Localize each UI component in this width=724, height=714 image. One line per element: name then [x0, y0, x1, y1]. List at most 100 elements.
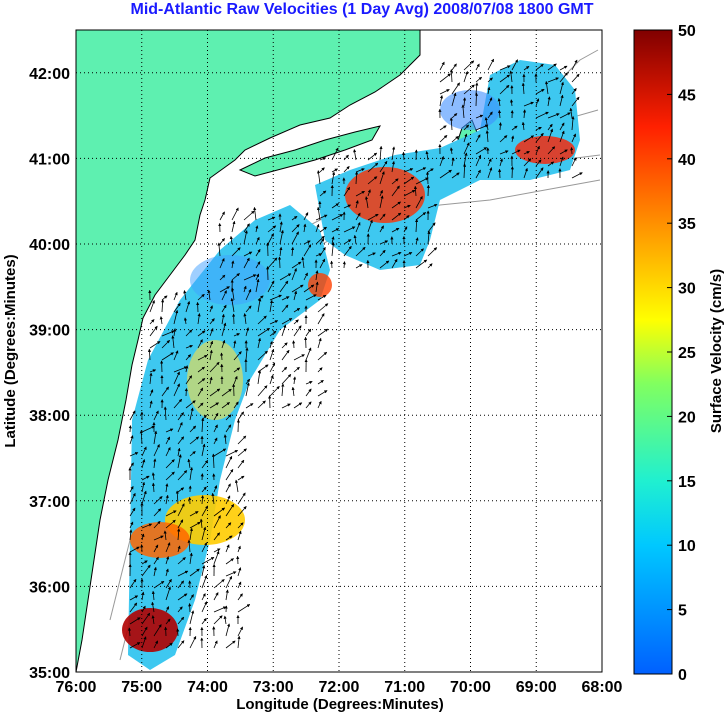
x-tick-label: 68:00 — [582, 679, 623, 696]
velocity-arrow — [165, 510, 177, 517]
velocity-arrow — [391, 227, 400, 233]
velocity-arrow — [223, 615, 227, 625]
velocity-arrow — [230, 297, 235, 313]
velocity-arrow — [173, 398, 183, 409]
velocity-arrow — [317, 390, 328, 397]
velocity-arrow — [225, 522, 232, 529]
velocity-arrow — [509, 70, 513, 83]
velocity-arrow — [487, 77, 493, 83]
velocity-arrow — [559, 149, 568, 155]
velocity-arrow — [177, 580, 185, 589]
velocity-arrow — [141, 560, 148, 565]
velocity-arrow — [213, 592, 219, 601]
velocity-arrow — [451, 63, 457, 71]
velocity-arrow — [217, 242, 221, 257]
long-island — [238, 125, 382, 177]
velocity-arrow — [509, 99, 514, 107]
velocity-arrow — [379, 160, 388, 173]
velocity-arrow — [253, 206, 257, 221]
velocity-arrow — [451, 157, 455, 167]
velocity-arrow — [177, 528, 181, 541]
velocity-arrow — [269, 299, 274, 313]
velocity-arrow — [209, 340, 214, 349]
velocity-arrow — [219, 238, 225, 245]
velocity-arrow — [279, 273, 292, 281]
velocity-arrow — [237, 459, 245, 469]
velocity-arrow — [293, 402, 303, 409]
velocity-arrow — [343, 226, 356, 233]
velocity-arrow — [523, 101, 534, 107]
velocity-arrow — [364, 196, 369, 209]
velocity-arrow — [245, 347, 249, 361]
velocity-arrow — [201, 505, 209, 517]
velocity-arrow — [231, 273, 240, 281]
velocity-arrow — [427, 230, 431, 245]
velocity-arrow — [153, 458, 157, 469]
velocity-arrow — [317, 380, 324, 385]
velocity-arrow — [173, 302, 181, 313]
velocity-arrow — [305, 388, 312, 397]
velocity-arrow — [189, 521, 201, 529]
velocity-arrow — [427, 168, 434, 173]
velocity-arrow — [153, 556, 159, 565]
velocity-arrow — [317, 303, 329, 313]
velocity-arrow — [255, 225, 259, 233]
velocity-arrow — [315, 214, 328, 221]
velocity-arrow — [129, 492, 136, 505]
velocity-arrow — [237, 604, 251, 613]
velocity-arrow — [233, 340, 237, 349]
velocity-arrow — [269, 348, 275, 361]
velocity-arrow — [415, 248, 424, 257]
velocity-arrow — [199, 518, 203, 529]
velocity-arrow — [267, 257, 278, 269]
velocity-arrow — [367, 219, 373, 233]
y-axis-title: Latitude (Degrees:Minutes) — [2, 254, 19, 447]
velocity-arrow — [237, 530, 242, 541]
velocity-arrow — [213, 550, 220, 565]
velocity-arrow — [213, 640, 218, 649]
velocity-arrow — [165, 483, 169, 493]
velocity-arrow — [269, 294, 282, 301]
velocity-arrow — [233, 401, 239, 409]
map-title: Mid-Atlantic Raw Velocities (1 Day Avg) … — [130, 1, 594, 18]
velocity-arrow — [149, 325, 158, 337]
velocity-arrow — [293, 319, 299, 325]
velocity-arrow — [487, 86, 491, 95]
velocity-arrow — [439, 95, 444, 107]
velocity-arrow — [141, 564, 151, 577]
velocity-arrow — [367, 213, 379, 221]
velocity-arrow — [475, 124, 489, 131]
velocity-arrow — [185, 329, 193, 337]
velocity-arrow — [175, 490, 179, 505]
velocity-arrow — [559, 94, 564, 107]
velocity-arrow — [255, 236, 260, 245]
velocity-arrow — [331, 214, 344, 221]
velocity-arrow — [463, 133, 468, 143]
x-tick-label: 69:00 — [516, 679, 557, 696]
velocity-arrow — [379, 145, 383, 161]
velocity-arrow — [439, 61, 445, 71]
velocity-arrow — [211, 453, 216, 469]
velocity-arrow — [201, 574, 208, 589]
velocity-arrow — [499, 150, 509, 155]
colorbar-tick-label: 45 — [678, 87, 696, 104]
velocity-arrow — [303, 284, 315, 293]
velocity-arrow — [487, 58, 494, 71]
velocity-arrow — [427, 263, 433, 269]
velocity-arrow — [317, 328, 329, 337]
velocity-arrow — [415, 177, 429, 185]
velocity-arrow — [303, 212, 309, 221]
velocity-arrow — [487, 167, 493, 179]
velocity-arrow — [319, 167, 325, 173]
velocity-arrow — [177, 447, 181, 457]
velocity-arrow — [303, 272, 308, 281]
x-axis-title: Longitude (Degrees:Minutes) — [236, 696, 444, 713]
velocity-arrow — [499, 74, 511, 83]
velocity-arrow — [535, 63, 544, 71]
velocity-arrow — [165, 618, 171, 625]
velocity-arrow — [355, 246, 366, 257]
velocity-arrow — [475, 63, 480, 71]
velocity-arrow — [173, 328, 177, 337]
velocity-arrow — [463, 84, 475, 95]
velocity-arrow — [243, 251, 253, 257]
